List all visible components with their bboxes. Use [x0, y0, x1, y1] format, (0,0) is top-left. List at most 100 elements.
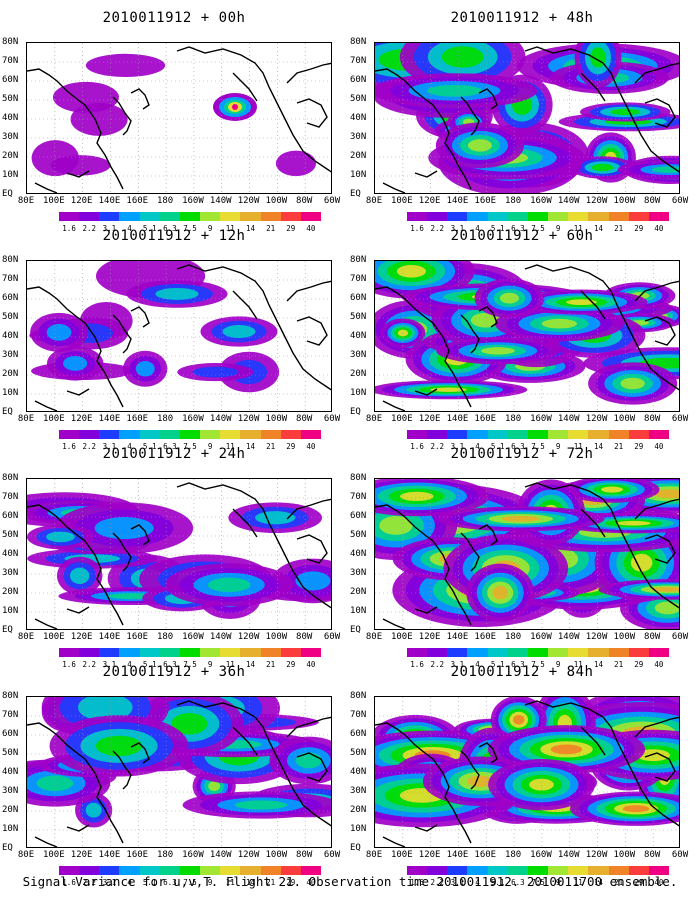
variance-contour	[400, 491, 434, 501]
coastline	[232, 508, 258, 538]
coastline	[634, 498, 679, 520]
coastline	[286, 716, 331, 738]
variance-contour	[222, 325, 256, 339]
panel-title: 2010011912 + 00h	[102, 10, 246, 26]
variance-contour	[70, 102, 128, 136]
coastline	[634, 280, 679, 302]
variance-contour	[171, 713, 208, 735]
lon-tick-label: 60W	[671, 196, 689, 206]
colorbar-label: 40	[654, 878, 664, 887]
colorbar-swatch	[240, 212, 261, 221]
lon-tick-label: 180	[504, 196, 522, 206]
lon-tick-label: 60W	[323, 414, 341, 424]
colorbar-label: 3.1	[102, 660, 117, 669]
lon-tick-label: 120W	[237, 196, 260, 206]
coastline	[580, 72, 606, 102]
coastline	[66, 606, 90, 614]
colorbar-swatch	[628, 430, 649, 439]
lon-tick-label: 140E	[446, 414, 469, 424]
colorbar-label: 29	[634, 224, 644, 233]
lon-tick-label: 80E	[17, 632, 35, 642]
colorbar-label: 9	[207, 660, 213, 669]
colorbar-swatch	[260, 866, 281, 875]
lon-tick-label: 160W	[182, 632, 204, 642]
lon-tick-label: 120E	[70, 632, 93, 642]
variance-contour	[78, 697, 133, 722]
coastline	[176, 46, 331, 173]
colorbar-label: 5.1	[142, 660, 157, 669]
colorbar-label: 6.3	[511, 878, 525, 887]
variance-contour	[541, 318, 577, 329]
colorbar-swatch	[487, 648, 508, 657]
lat-tick-label: 50N	[2, 530, 19, 540]
lon-tick-label: 100E	[42, 632, 65, 642]
lon-tick-label: 60W	[323, 196, 341, 206]
lat-tick-label: EQ	[350, 189, 361, 199]
lon-tick-label: 80W	[644, 414, 661, 424]
lat-tick-label: 70N	[2, 710, 19, 720]
variance-contour	[651, 587, 679, 592]
colorbar-label: 11	[225, 224, 235, 233]
coastline	[130, 742, 150, 764]
variance-contour	[85, 53, 166, 78]
colorbar-swatch	[568, 212, 589, 221]
lat-tick-label: 20N	[2, 587, 19, 597]
colorbar-swatch	[200, 866, 221, 875]
colorbar-swatch	[407, 212, 428, 221]
lat-tick-label: 10N	[350, 388, 367, 398]
colorbar-label: 7.5	[183, 878, 197, 887]
colorbar-label: 3.1	[450, 660, 465, 669]
variance-contour	[616, 520, 651, 526]
lon-tick-label: 100E	[390, 632, 413, 642]
colorbar-label: 40	[654, 442, 664, 451]
colorbar-label: 11	[573, 878, 583, 887]
variance-contour	[275, 150, 317, 177]
variance-contour	[46, 531, 75, 543]
lat-tick-label: 60N	[350, 729, 367, 739]
variance-field	[375, 479, 679, 629]
colorbar-swatch	[179, 430, 201, 439]
colorbar-label: 2.2	[430, 660, 444, 669]
lat-tick-label: 40N	[350, 549, 367, 559]
lon-tick-label: 120E	[70, 850, 93, 860]
variance-contour	[501, 515, 541, 522]
lat-tick-label: 60N	[350, 511, 367, 521]
coastline	[478, 306, 498, 328]
lon-tick-label: 120W	[585, 196, 608, 206]
colorbar-swatch	[467, 866, 488, 875]
lon-tick-label: 80E	[17, 414, 35, 424]
colorbar-swatch	[240, 648, 261, 657]
lon-tick-label: 80E	[17, 850, 35, 860]
colorbar-label: 14	[593, 442, 603, 451]
colorbar-label: 14	[593, 224, 603, 233]
variance-contour	[31, 140, 79, 177]
colorbar-label: 4	[127, 224, 132, 233]
colorbar-swatch	[628, 212, 649, 221]
colorbar-swatch	[507, 648, 528, 657]
lon-tick-label: 80E	[17, 196, 35, 206]
colorbar-label: 5.1	[490, 660, 505, 669]
colorbar-swatch	[59, 212, 80, 221]
colorbar-swatch	[527, 866, 549, 875]
colorbar	[407, 212, 670, 221]
coastline	[382, 182, 406, 193]
colorbar-label: 1.6	[410, 442, 424, 451]
colorbar-label: 6.3	[163, 878, 177, 887]
colorbar-swatch	[200, 212, 221, 221]
lat-tick-label: 70N	[350, 56, 367, 66]
colorbar-swatch	[568, 430, 589, 439]
colorbar-swatch	[427, 430, 448, 439]
colorbar-swatch	[99, 866, 120, 875]
colorbar-label: 7.5	[531, 224, 545, 233]
lat-tick-label: 50N	[350, 530, 367, 540]
lon-tick-label: 180	[156, 414, 174, 424]
map-frame	[26, 478, 332, 630]
coastline	[375, 68, 472, 190]
lon-tick-label: 140E	[98, 196, 121, 206]
colorbar-swatch	[407, 648, 428, 657]
colorbar-label: 4	[127, 660, 132, 669]
lat-tick-label: 70N	[350, 274, 367, 284]
variance-contour	[441, 46, 484, 68]
lon-tick-label: 60W	[323, 632, 341, 642]
colorbar-swatch	[628, 648, 649, 657]
